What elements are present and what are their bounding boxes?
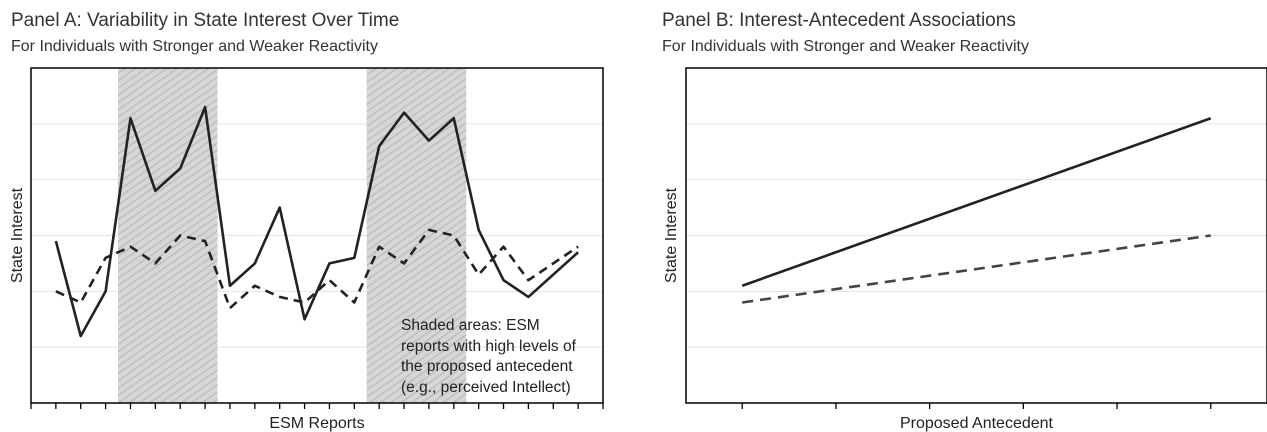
shaded-areas-note: Shaded areas: ESM reports with high leve…	[401, 316, 601, 398]
note-line: (e.g., perceived Intellect)	[401, 378, 571, 396]
panel-a-shaded-areas	[118, 68, 467, 403]
weaker-reactivity-line	[742, 234, 1211, 304]
panel-a-series	[54, 105, 579, 338]
note-line: the proposed antecedent	[401, 358, 573, 375]
panel-b-gridlines	[686, 123, 1267, 348]
panel-b-x-axis-label: Proposed Antecedent	[900, 415, 1054, 432]
panel-a-title: Panel A: Variability in State Interest O…	[11, 10, 400, 31]
shaded-region	[118, 68, 218, 403]
panel-b-subtitle: For Individuals with Stronger and Weaker…	[662, 38, 1029, 55]
panel-a-subtitle: For Individuals with Stronger and Weaker…	[11, 38, 378, 55]
panel-a-y-axis-label: State Interest	[9, 187, 26, 283]
stronger-reactivity-line	[54, 105, 579, 338]
panel-a-gridlines	[31, 123, 603, 348]
note-line: Shaded areas: ESM	[401, 317, 540, 334]
panel-a-x-ticks	[30, 403, 604, 409]
panel-a-x-axis-label: ESM Reports	[269, 415, 364, 432]
panel-b-plot-frame	[685, 67, 1267, 404]
panel-b-title: Panel B: Interest-Antecedent Association…	[662, 10, 1016, 31]
panel-b-series	[741, 117, 1212, 304]
panel-a-plot-frame	[30, 67, 604, 404]
panel-a-chart: State Interest ESM Reports	[9, 67, 604, 432]
panel-b-x-ticks	[741, 403, 1212, 409]
panel-b-y-axis-label: State Interest	[663, 187, 680, 283]
stronger-reactivity-line	[741, 117, 1212, 287]
panel-b-chart: State Interest Proposed Antecedent	[663, 67, 1267, 432]
note-line: reports with high levels of	[401, 337, 576, 355]
